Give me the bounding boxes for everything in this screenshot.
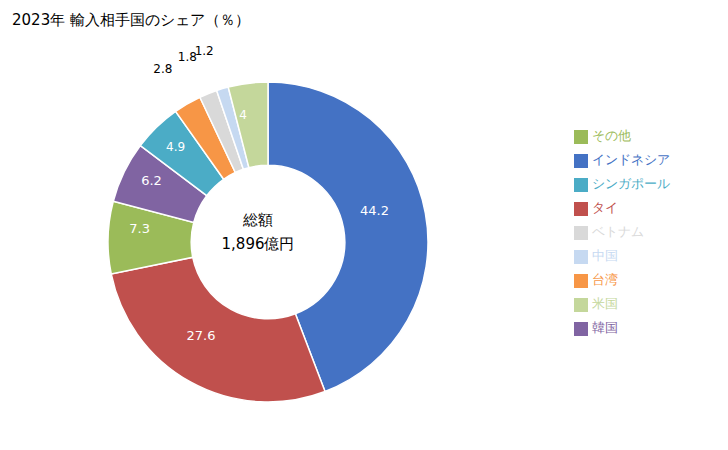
svg-text:44.2: 44.2 [360, 203, 389, 218]
svg-text:1.2: 1.2 [195, 44, 214, 58]
svg-text:6.2: 6.2 [141, 173, 162, 188]
svg-text:2.8: 2.8 [153, 62, 172, 76]
svg-text:4: 4 [239, 108, 247, 122]
html-text:1,896億円: 1,896億円 [221, 235, 295, 253]
svg-text:4.9: 4.9 [166, 140, 185, 154]
svg-text:1.8: 1.8 [177, 49, 197, 64]
html-text:2023年 輸入相手国のシェア（％）: 2023年 輸入相手国のシェア（％） [12, 11, 250, 29]
html-text:韓国: 韓国 [592, 320, 618, 335]
html-text:シンガポール: シンガポール [592, 176, 670, 191]
html-text:台湾: 台湾 [592, 272, 618, 287]
html-text:インドネシア: インドネシア [592, 152, 670, 167]
html-text:米国: 米国 [592, 296, 618, 311]
html-text:その他: その他 [592, 128, 631, 143]
html-text:タイ: タイ [592, 200, 618, 215]
html-text:総額: 総額 [243, 211, 273, 229]
svg-text:27.6: 27.6 [186, 328, 215, 343]
html-text:中国: 中国 [592, 248, 618, 263]
svg-text:7.3: 7.3 [129, 221, 150, 236]
html-text:ベトナム: ベトナム [592, 224, 644, 239]
